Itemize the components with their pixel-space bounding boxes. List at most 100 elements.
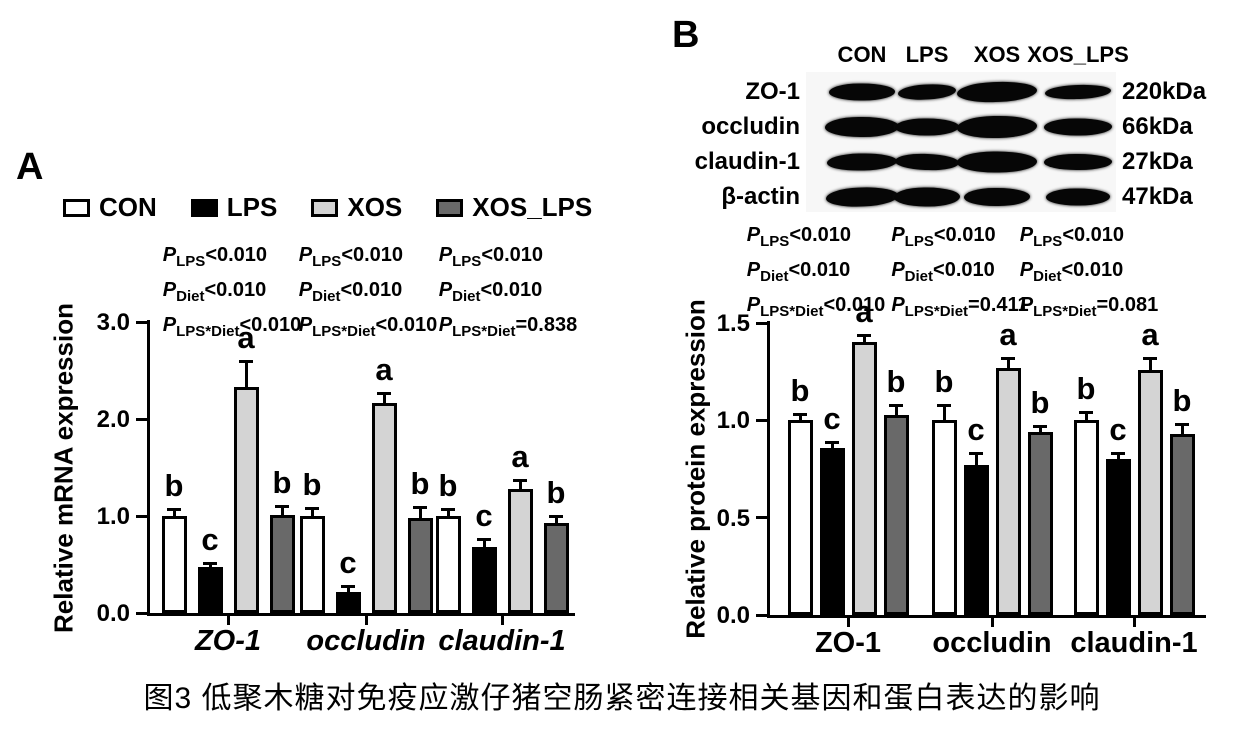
y-tick-B bbox=[756, 516, 770, 520]
error-bar-cap-LPS-occludin bbox=[341, 584, 355, 588]
significance-letter-LPS-occludin: c bbox=[967, 412, 985, 448]
bar-LPS-ZO-1 bbox=[819, 447, 845, 615]
error-bar-stem-LPS-occludin bbox=[346, 587, 350, 594]
significance-letter-CON-ZO-1: b bbox=[164, 468, 184, 504]
p-value-line: PDiet<0.010 bbox=[162, 279, 267, 305]
blot-band-β-actin-LPS bbox=[894, 187, 960, 207]
x-tick-A bbox=[226, 616, 230, 625]
y-tick-label-B: 0.5 bbox=[716, 504, 750, 532]
y-axis-B bbox=[767, 321, 770, 618]
bar-CON-ZO-1 bbox=[787, 420, 813, 615]
category-label-ZO-1: ZO-1 bbox=[814, 627, 882, 659]
significance-letter-XOS-ZO-1: a bbox=[237, 319, 255, 355]
error-bar-stem-XOS_LPS-claudin-1 bbox=[1180, 426, 1184, 436]
x-tick-A bbox=[364, 616, 368, 625]
legend-label-CON: CON bbox=[99, 192, 157, 222]
legend-label-XOS: XOS bbox=[347, 192, 403, 222]
y-tick-A bbox=[136, 514, 150, 518]
legend-label-LPS: LPS bbox=[226, 192, 278, 222]
p-value-line: PLPS<0.010 bbox=[891, 224, 996, 250]
error-bar-stem-XOS-ZO-1 bbox=[244, 362, 248, 389]
significance-letter-XOS-occludin: a bbox=[375, 351, 393, 387]
blot-mw-label-66kDa: 66kDa bbox=[1122, 113, 1193, 140]
error-bar-stem-CON-ZO-1 bbox=[172, 511, 176, 518]
x-tick-B bbox=[990, 618, 994, 627]
error-bar-cap-LPS-claudin-1 bbox=[1111, 452, 1125, 456]
significance-letter-XOS_LPS-occludin: b bbox=[1030, 385, 1050, 421]
significance-letter-CON-occludin: b bbox=[302, 467, 322, 503]
p-value-line: PLPS<0.010 bbox=[746, 224, 852, 250]
blot-lane-header-LPS: LPS bbox=[905, 42, 949, 67]
x-tick-A bbox=[500, 616, 504, 625]
bar-XOS-occludin bbox=[995, 367, 1021, 615]
y-axis-A bbox=[147, 320, 150, 616]
error-bar-stem-LPS-ZO-1 bbox=[208, 565, 212, 570]
bar-LPS-occludin bbox=[335, 591, 361, 613]
legend-item-XOS_LPS: XOS_LPS bbox=[436, 192, 592, 223]
error-bar-stem-CON-ZO-1 bbox=[798, 416, 802, 423]
bar-CON-ZO-1 bbox=[161, 516, 187, 613]
error-bar-cap-XOS_LPS-occludin bbox=[1033, 425, 1047, 429]
significance-letter-LPS-ZO-1: c bbox=[823, 400, 841, 436]
category-label-claudin-1: claudin-1 bbox=[438, 625, 566, 657]
blot-band-occludin-XOS_LPS bbox=[1044, 118, 1112, 136]
significance-letter-XOS-ZO-1: a bbox=[855, 293, 873, 329]
bar-XOS_LPS-occludin bbox=[1027, 432, 1053, 615]
p-value-column-A-1: PLPS<0.010 PDiet<0.010 PLPS*Diet<0.010 bbox=[163, 241, 301, 346]
legend-swatch-XOS bbox=[311, 198, 339, 217]
error-bar-cap-CON-ZO-1 bbox=[793, 413, 807, 417]
y-tick-A bbox=[136, 417, 150, 421]
significance-letter-LPS-claudin-1: c bbox=[475, 498, 493, 534]
error-bar-stem-CON-claudin-1 bbox=[1084, 414, 1088, 423]
error-bar-stem-LPS-claudin-1 bbox=[482, 541, 486, 550]
bar-CON-claudin-1 bbox=[1073, 420, 1099, 615]
error-bar-cap-XOS-ZO-1 bbox=[239, 359, 253, 363]
p-value-line: PDiet<0.010 bbox=[1019, 259, 1124, 285]
blot-row-label-claudin-1: claudin-1 bbox=[694, 148, 800, 175]
error-bar-cap-CON-occludin bbox=[305, 507, 319, 511]
legend-label-XOS_LPS: XOS_LPS bbox=[472, 192, 593, 222]
blot-band-β-actin-XOS_LPS bbox=[1046, 188, 1110, 206]
p-value-line: PLPS*Diet=0.411 bbox=[891, 294, 1029, 320]
significance-letter-LPS-ZO-1: c bbox=[201, 522, 219, 558]
blot-band-occludin-LPS bbox=[895, 118, 959, 136]
significance-letter-LPS-claudin-1: c bbox=[1109, 412, 1127, 448]
y-tick-A bbox=[136, 320, 150, 324]
blot-mw-label-220kDa: 220kDa bbox=[1122, 78, 1207, 105]
category-label-occludin: occludin bbox=[932, 627, 1052, 659]
significance-letter-CON-occludin: b bbox=[934, 363, 954, 399]
plot-area-B: 0.0 0.5 1.0 1.5 ZO-1 b c a b occludin b c a b claudin-… bbox=[717, 294, 1206, 658]
error-bar-stem-XOS_LPS-ZO-1 bbox=[894, 406, 898, 417]
bar-XOS-claudin-1 bbox=[507, 488, 533, 613]
bar-XOS_LPS-ZO-1 bbox=[883, 414, 909, 615]
error-bar-stem-XOS-ZO-1 bbox=[862, 336, 866, 345]
bar-XOS-occludin bbox=[371, 403, 397, 613]
y-tick-label-A: 3.0 bbox=[96, 309, 130, 336]
y-tick-label-A: 2.0 bbox=[96, 406, 130, 433]
bar-XOS-claudin-1 bbox=[1137, 369, 1163, 615]
p-value-column-B-3: PLPS<0.010 PDiet<0.010 PLPS*Diet=0.081 bbox=[1020, 221, 1158, 326]
category-label-occludin: occludin bbox=[306, 625, 426, 657]
error-bar-stem-LPS-ZO-1 bbox=[830, 443, 834, 450]
legend-item-LPS: LPS bbox=[190, 192, 278, 223]
y-tick-label-B: 1.0 bbox=[716, 407, 750, 435]
p-value-column-A-3: PLPS<0.010 PDiet<0.010 PLPS*Diet=0.838 bbox=[439, 241, 577, 346]
error-bar-stem-XOS-claudin-1 bbox=[1148, 359, 1152, 372]
bar-LPS-claudin-1 bbox=[1105, 459, 1131, 615]
category-label-claudin-1: claudin-1 bbox=[1070, 627, 1198, 659]
blot-mw-label-27kDa: 27kDa bbox=[1122, 148, 1193, 175]
bar-XOS_LPS-ZO-1 bbox=[269, 515, 295, 613]
y-tick-label-A: 0.0 bbox=[96, 600, 130, 627]
p-value-line: PDiet<0.010 bbox=[438, 279, 543, 305]
significance-letter-XOS_LPS-ZO-1: b bbox=[272, 465, 292, 501]
significance-letter-XOS_LPS-ZO-1: b bbox=[886, 363, 906, 399]
y-tick-B bbox=[756, 321, 770, 325]
bar-CON-occludin bbox=[931, 420, 957, 615]
error-bar-cap-XOS_LPS-claudin-1 bbox=[549, 514, 563, 518]
error-bar-cap-XOS-claudin-1 bbox=[513, 479, 527, 483]
bar-XOS_LPS-claudin-1 bbox=[1169, 433, 1195, 615]
plot-area-A: 0.0 1.0 2.0 3.0 ZO-1 b c a b occludin b c a b claudin-… bbox=[97, 311, 575, 656]
x-axis-B bbox=[767, 615, 1206, 618]
y-tick-B bbox=[756, 418, 770, 422]
